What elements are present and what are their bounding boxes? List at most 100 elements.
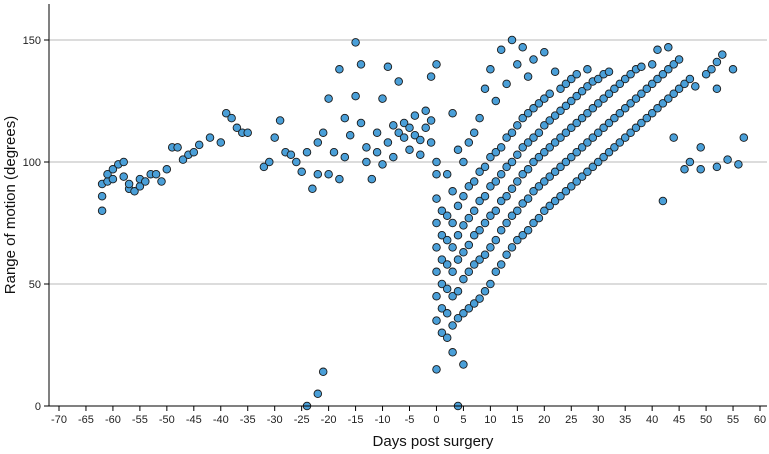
data-point-294: [642, 113, 652, 123]
data-point-107: [442, 309, 452, 318]
data-point-257: [583, 108, 592, 118]
data-point-312: [680, 165, 689, 174]
data-point-120: [453, 313, 463, 323]
data-point-264: [593, 157, 603, 167]
gridlines: [49, 39, 767, 285]
data-point-228: [550, 138, 560, 147]
data-point-306: [664, 65, 673, 74]
data-point-267: [593, 74, 603, 84]
x-tick-label--10: -10: [375, 414, 391, 426]
data-point-12: [130, 187, 139, 196]
data-point-191: [513, 60, 522, 69]
data-point-35: [270, 133, 279, 142]
data-point-61: [372, 128, 382, 137]
x-tick-label--65: -65: [78, 414, 94, 426]
data-point-305: [664, 94, 673, 103]
data-point-24: [189, 147, 199, 157]
data-point-288: [631, 123, 641, 133]
data-point-225: [545, 89, 554, 98]
data-point-223: [545, 143, 554, 152]
data-point-53: [345, 130, 355, 140]
x-tick-label--25: -25: [294, 414, 310, 426]
data-point-70: [394, 77, 403, 86]
data-point-324: [728, 65, 738, 74]
data-point-17: [151, 169, 161, 179]
data-point-90: [448, 348, 457, 357]
data-point-189: [513, 150, 522, 159]
data-point-259: [583, 65, 592, 74]
data-point-76: [410, 130, 420, 140]
data-point-66: [383, 138, 393, 147]
data-point-235: [556, 84, 565, 94]
data-point-28: [221, 108, 231, 118]
data-point-254: [577, 86, 587, 96]
data-point-4: [103, 169, 112, 179]
data-point-169: [496, 226, 506, 235]
data-point-40: [297, 167, 306, 177]
data-point-63: [378, 160, 387, 169]
data-point-220: [540, 47, 549, 57]
data-point-253: [577, 113, 587, 123]
data-point-251: [577, 172, 587, 181]
x-tick-label--70: -70: [51, 414, 67, 426]
data-point-285: [626, 128, 635, 137]
data-point-199: [523, 194, 533, 203]
data-point-142: [469, 177, 479, 186]
data-point-323: [723, 155, 732, 164]
data-point-206: [529, 157, 538, 167]
data-point-36: [275, 116, 285, 125]
data-point-212: [534, 152, 544, 162]
data-point-221: [545, 201, 554, 211]
data-point-222: [545, 172, 554, 181]
data-point-213: [534, 128, 544, 137]
data-point-278: [610, 84, 619, 94]
data-point-54: [351, 91, 360, 101]
data-point-320: [712, 57, 722, 67]
x-tick-label-35: 35: [619, 414, 631, 426]
data-point-65: [383, 62, 393, 72]
y-tick-label-0: 0: [35, 401, 41, 413]
data-point-217: [540, 147, 549, 157]
data-point-262: [588, 104, 598, 113]
data-point-167: [491, 96, 501, 106]
data-point-73: [405, 123, 414, 133]
data-point-116: [448, 243, 457, 252]
data-point-92: [432, 316, 441, 325]
data-point-231: [556, 191, 565, 201]
data-point-60: [367, 174, 377, 184]
data-point-260: [588, 162, 598, 172]
data-point-1: [97, 191, 107, 201]
data-point-150: [480, 287, 490, 296]
data-point-122: [453, 255, 463, 264]
data-point-160: [486, 152, 495, 162]
data-point-136: [464, 182, 474, 191]
data-point-141: [469, 206, 479, 216]
data-point-82: [426, 72, 436, 81]
data-point-192: [518, 230, 527, 240]
data-point-57: [356, 118, 366, 128]
data-point-21: [173, 143, 182, 152]
data-point-265: [593, 128, 603, 137]
data-point-302: [658, 196, 668, 206]
data-point-79: [421, 123, 430, 133]
data-point-33: [259, 162, 269, 172]
data-point-204: [529, 218, 538, 228]
data-point-184: [507, 128, 517, 137]
data-point-69: [394, 128, 403, 137]
data-point-46: [324, 94, 333, 103]
data-point-121: [453, 287, 463, 296]
data-point-87: [318, 367, 328, 377]
data-point-50: [335, 65, 344, 74]
data-point-130: [459, 191, 468, 201]
data-point-149: [475, 113, 484, 123]
data-point-157: [486, 243, 495, 252]
data-point-64: [378, 94, 387, 103]
data-point-51: [340, 113, 350, 123]
data-point-58: [362, 143, 371, 152]
data-point-240: [561, 79, 571, 89]
data-point-327: [712, 162, 722, 172]
y-tick-label-50: 50: [29, 279, 41, 291]
data-point-256: [583, 138, 592, 147]
data-point-238: [561, 128, 571, 137]
data-point-194: [518, 169, 527, 179]
